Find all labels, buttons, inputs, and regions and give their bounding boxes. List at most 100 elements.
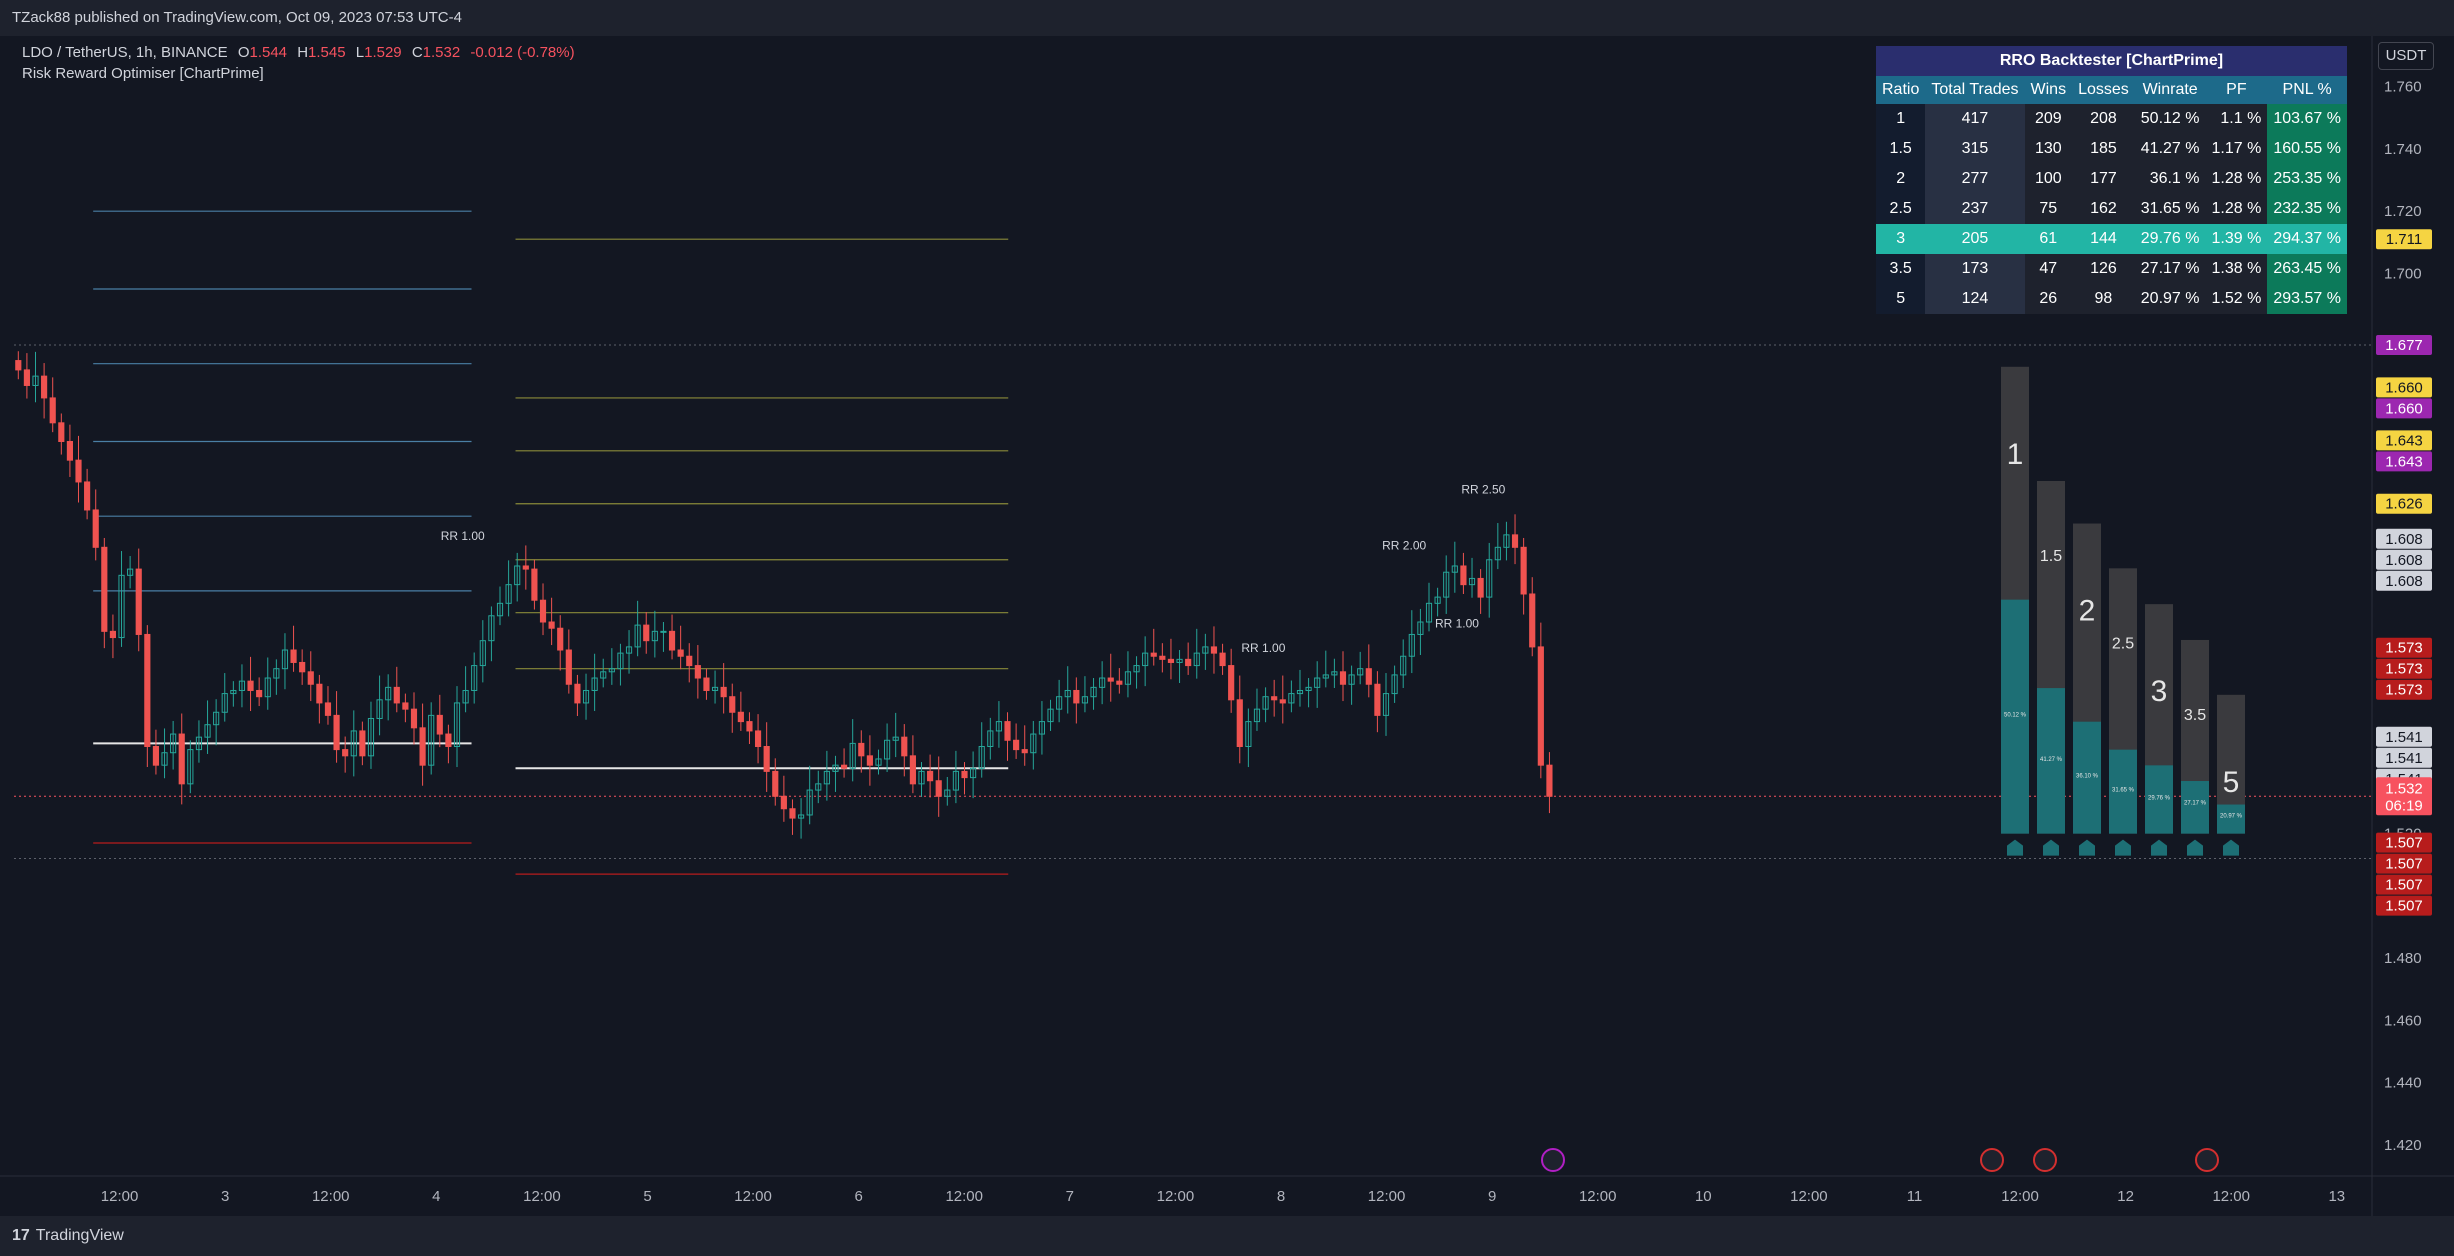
y-tick-label: 1.440 bbox=[2384, 1075, 2422, 1092]
table-title: RRO Backtester [ChartPrime] bbox=[1876, 46, 2347, 76]
rr-label: RR 1.00 bbox=[1435, 616, 1479, 630]
table-cell: 205 bbox=[1925, 224, 2025, 254]
candle-body bbox=[436, 714, 443, 735]
candle-body bbox=[858, 742, 865, 757]
candle-body bbox=[32, 375, 39, 386]
x-tick-label: 12:00 bbox=[1790, 1188, 1828, 1205]
candle-body bbox=[1210, 646, 1218, 654]
x-tick-label: 12:00 bbox=[523, 1188, 561, 1205]
candle-body bbox=[841, 764, 848, 769]
high-label: H bbox=[297, 44, 309, 61]
table-cell: 144 bbox=[2072, 224, 2135, 254]
table-row: 2 277 100 177 36.1 % 1.28 % 253.35 % bbox=[1876, 164, 2347, 194]
price-tag bbox=[2376, 229, 2432, 250]
candle-body bbox=[1477, 577, 1484, 598]
table-row: 5 124 26 98 20.97 % 1.52 % 293.57 % bbox=[1876, 284, 2347, 314]
candle-body bbox=[1099, 677, 1106, 688]
candle-body bbox=[1116, 680, 1123, 685]
candle-body bbox=[496, 602, 504, 617]
candle-body bbox=[1322, 674, 1329, 679]
table-cell: 2.5 bbox=[1876, 194, 1926, 224]
candle-body bbox=[1236, 699, 1243, 747]
table-column-header: PNL % bbox=[2267, 76, 2347, 104]
table-cell: 98 bbox=[2072, 284, 2135, 314]
price-tag bbox=[2376, 528, 2432, 549]
table-column-header: Ratio bbox=[1876, 76, 1926, 104]
table-cell: 29.76 % bbox=[2134, 224, 2206, 254]
y-tick-label: 1.480 bbox=[2384, 950, 2422, 967]
candle-body bbox=[565, 649, 572, 685]
candle-body bbox=[797, 814, 805, 819]
low-value: 1.529 bbox=[364, 44, 402, 61]
bar-marker-icon bbox=[2151, 839, 2167, 856]
x-tick-label: 12:00 bbox=[2001, 1188, 2039, 1205]
candle-body bbox=[557, 627, 564, 651]
close-label: C bbox=[411, 44, 423, 61]
footer-bar: 17 TradingView bbox=[0, 1216, 2454, 1256]
bar-ratio-label: 1 bbox=[2007, 438, 2024, 471]
candle-body bbox=[1253, 708, 1261, 723]
candle-body bbox=[514, 565, 521, 586]
price-tag bbox=[2376, 377, 2432, 398]
candle-body bbox=[763, 745, 770, 772]
candle-body bbox=[1357, 668, 1364, 676]
candle-body bbox=[1056, 696, 1063, 710]
table-row: 1 417 209 208 50.12 % 1.1 % 103.67 % bbox=[1876, 104, 2347, 134]
candle-body bbox=[1537, 646, 1544, 766]
bar-marker-icon bbox=[2187, 839, 2203, 856]
candle-body bbox=[152, 745, 160, 766]
bar-ratio-label: 5 bbox=[2223, 766, 2240, 799]
candle-body bbox=[127, 568, 134, 576]
y-tick-label: 1.760 bbox=[2384, 79, 2422, 96]
price-tag bbox=[2376, 895, 2432, 916]
candle-body bbox=[625, 646, 633, 654]
x-tick-label: 12:00 bbox=[312, 1188, 350, 1205]
candle-body bbox=[1348, 674, 1355, 685]
table-cell: 1.39 % bbox=[2205, 224, 2268, 254]
open-value: 1.544 bbox=[249, 44, 288, 61]
table-cell: 232.35 % bbox=[2267, 194, 2347, 224]
candle-body bbox=[961, 770, 968, 779]
table-cell: 47 bbox=[2024, 254, 2073, 284]
bar-winrate-label: 31.65 % bbox=[2112, 788, 2135, 794]
candle-body bbox=[15, 360, 22, 371]
candle-body bbox=[479, 640, 486, 667]
y-tick-label: 1.420 bbox=[2384, 1137, 2422, 1154]
candle-body bbox=[1503, 534, 1510, 548]
candle-body bbox=[273, 668, 280, 679]
candle-body bbox=[694, 665, 701, 679]
candle-body bbox=[1124, 671, 1132, 685]
table-cell: 26 bbox=[2024, 284, 2073, 314]
candle-body bbox=[462, 689, 469, 704]
candle-body bbox=[75, 459, 82, 483]
price-chart[interactable]: 1.4201.4401.4601.4801.5201.6001.7001.720… bbox=[0, 36, 2454, 1216]
table-cell: 100 bbox=[2024, 164, 2073, 194]
table-cell: 126 bbox=[2072, 254, 2135, 284]
table-cell: 2 bbox=[1876, 164, 1926, 194]
candle-body bbox=[445, 733, 452, 747]
table-cell: 3 bbox=[1876, 224, 1926, 254]
price-tag bbox=[2376, 493, 2432, 514]
table-cell: 177 bbox=[2072, 164, 2135, 194]
candle-body bbox=[1185, 658, 1192, 667]
candle-body bbox=[1451, 565, 1458, 573]
currency-button[interactable]: USDT bbox=[2378, 42, 2434, 70]
candle-body bbox=[1460, 565, 1467, 586]
candle-body bbox=[901, 736, 908, 757]
candle-body bbox=[1013, 739, 1020, 751]
candle-body bbox=[135, 568, 142, 635]
table-cell: 1.5 bbox=[1876, 134, 1926, 164]
table-cell: 160.55 % bbox=[2267, 134, 2347, 164]
price-tag bbox=[2376, 726, 2432, 747]
indicator-name[interactable]: Risk Reward Optimiser [ChartPrime] bbox=[22, 65, 264, 82]
candle-body bbox=[1021, 749, 1028, 754]
winrate-bar-fill bbox=[2001, 599, 2029, 834]
bar-marker-icon bbox=[2223, 839, 2239, 856]
y-tick-label: 1.720 bbox=[2384, 203, 2422, 220]
price-tag bbox=[2376, 430, 2432, 451]
tradingview-logo[interactable]: 17 TradingView bbox=[12, 1227, 124, 1245]
x-tick-label: 5 bbox=[643, 1188, 651, 1205]
candle-body bbox=[376, 699, 383, 719]
price-tag-label: 1.626 bbox=[2385, 496, 2423, 513]
candle-body bbox=[1142, 652, 1149, 667]
